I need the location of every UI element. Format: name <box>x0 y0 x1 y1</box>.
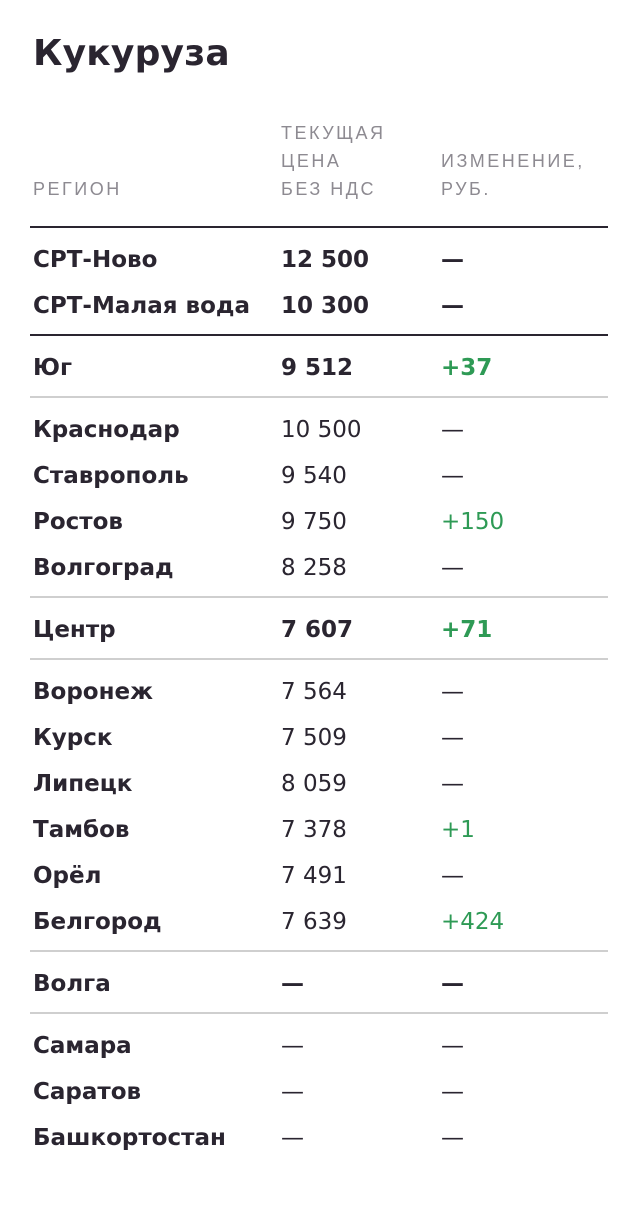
change-value: — <box>441 725 464 751</box>
region-name: Липецк <box>33 771 133 797</box>
price-value: 12 500 <box>281 247 370 273</box>
price-value: — <box>281 971 304 997</box>
change-value: — <box>441 771 464 797</box>
region-name: Воронеж <box>33 679 153 705</box>
table-row: Ставрополь 9 540 — <box>0 453 640 499</box>
price-value: 7 378 <box>281 817 347 843</box>
change-value: +150 <box>441 509 505 535</box>
table-row-summary: Юг 9 512 +37 <box>0 345 640 391</box>
region-name: Волга <box>33 971 111 997</box>
price-value: 9 750 <box>281 509 347 535</box>
table-row: Курск 7 509 — <box>0 715 640 761</box>
change-value: — <box>441 247 464 273</box>
table-row: Ростов 9 750 +150 <box>0 499 640 545</box>
change-value: — <box>441 863 464 889</box>
table-row: Белгород 7 639 +424 <box>0 899 640 945</box>
region-name: Ставрополь <box>33 463 189 489</box>
section-divider <box>30 334 608 336</box>
region-name: Волгоград <box>33 555 174 581</box>
region-name: Самара <box>33 1033 132 1059</box>
region-name: Башкортостан <box>33 1125 226 1151</box>
page-title: Кукуруза <box>33 33 230 74</box>
price-value: 7 509 <box>281 725 347 751</box>
region-name: Белгород <box>33 909 162 935</box>
region-name: Центр <box>33 617 116 643</box>
region-name: СРТ-Малая вода <box>33 293 250 319</box>
price-value: 8 258 <box>281 555 347 581</box>
table-row: Волгоград 8 258 — <box>0 545 640 591</box>
table-row: Саратов — — <box>0 1069 640 1115</box>
price-value: 7 491 <box>281 863 347 889</box>
price-value: 7 564 <box>281 679 347 705</box>
price-value: — <box>281 1079 304 1105</box>
region-name: Тамбов <box>33 817 130 843</box>
change-value: +71 <box>441 617 493 643</box>
price-value: 10 300 <box>281 293 370 319</box>
section-divider <box>30 396 608 398</box>
table-row: СРТ-Ново 12 500 — <box>0 237 640 283</box>
region-name: Юг <box>33 355 73 381</box>
header-divider <box>30 226 608 228</box>
change-value: — <box>441 971 464 997</box>
region-name: Курск <box>33 725 113 751</box>
header-price: ТЕКУЩАЯ ЦЕНА БЕЗ НДС <box>281 123 386 199</box>
table-row: Липецк 8 059 — <box>0 761 640 807</box>
change-value: — <box>441 1125 464 1151</box>
change-value: — <box>441 1079 464 1105</box>
table-row-summary: Волга — — <box>0 961 640 1007</box>
price-value: 10 500 <box>281 417 362 443</box>
change-value: — <box>441 1033 464 1059</box>
section-divider <box>30 1012 608 1014</box>
price-value: 7 639 <box>281 909 347 935</box>
change-value: +1 <box>441 817 475 843</box>
price-value: — <box>281 1033 304 1059</box>
region-name: Краснодар <box>33 417 180 443</box>
table-row-summary: Центр 7 607 +71 <box>0 607 640 653</box>
change-value: — <box>441 293 464 319</box>
table-row: Воронеж 7 564 — <box>0 669 640 715</box>
price-value: — <box>281 1125 304 1151</box>
price-value: 9 512 <box>281 355 354 381</box>
price-value: 9 540 <box>281 463 347 489</box>
change-value: +37 <box>441 355 493 381</box>
table-row: СРТ-Малая вода 10 300 — <box>0 283 640 329</box>
region-name: Ростов <box>33 509 123 535</box>
table-row: Орёл 7 491 — <box>0 853 640 899</box>
section-divider <box>30 658 608 660</box>
region-name: Саратов <box>33 1079 142 1105</box>
change-value: — <box>441 679 464 705</box>
change-value: +424 <box>441 909 505 935</box>
price-value: 7 607 <box>281 617 354 643</box>
price-value: 8 059 <box>281 771 347 797</box>
table-header: РЕГИОН ТЕКУЩАЯ ЦЕНА БЕЗ НДС ИЗМЕНЕНИЕ, Р… <box>0 120 640 225</box>
header-change: ИЗМЕНЕНИЕ, РУБ. <box>441 151 585 199</box>
region-name: СРТ-Ново <box>33 247 158 273</box>
region-name: Орёл <box>33 863 102 889</box>
section-divider <box>30 950 608 952</box>
table-row: Самара — — <box>0 1023 640 1069</box>
header-region: РЕГИОН <box>33 179 122 199</box>
section-divider <box>30 596 608 598</box>
table-row: Башкортостан — — <box>0 1115 640 1161</box>
change-value: — <box>441 555 464 581</box>
table-row: Тамбов 7 378 +1 <box>0 807 640 853</box>
change-value: — <box>441 417 464 443</box>
table-row: Краснодар 10 500 — <box>0 407 640 453</box>
change-value: — <box>441 463 464 489</box>
